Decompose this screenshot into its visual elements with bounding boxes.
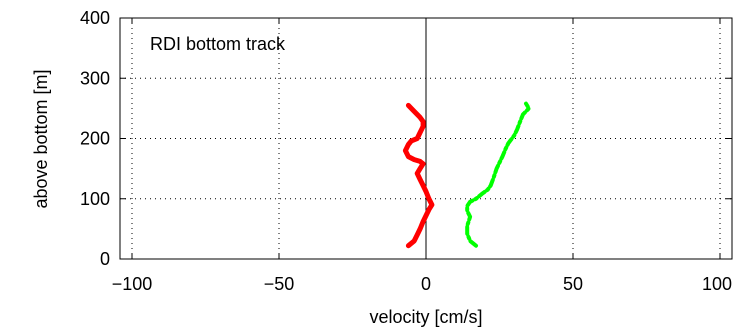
series-0-point <box>415 171 419 175</box>
y-axis-label: above bottom [m] <box>31 69 51 208</box>
series-1-point <box>465 232 469 236</box>
x-tick-label: 100 <box>702 274 732 294</box>
chart-annotation: RDI bottom track <box>150 34 286 54</box>
series-1-point <box>515 127 519 131</box>
series-0-point <box>424 214 428 218</box>
axis-ticks <box>120 17 732 260</box>
series-0-point <box>409 139 413 143</box>
series-1-point <box>468 239 472 243</box>
series-1-point <box>480 192 484 196</box>
series-0-point <box>421 120 425 124</box>
series-1-point <box>518 120 522 124</box>
series-0-point <box>406 155 410 159</box>
series-1-point <box>524 102 528 106</box>
series-0-point <box>418 115 422 119</box>
series-0-point <box>421 183 425 187</box>
series-1-point <box>465 204 469 208</box>
series-0-point <box>418 227 422 231</box>
series-0-point <box>412 239 416 243</box>
series-0-point <box>412 109 416 113</box>
x-tick-label: 50 <box>563 274 583 294</box>
series-0-point <box>430 203 434 207</box>
series-1-point <box>512 133 516 137</box>
x-tick-label: −100 <box>112 274 153 294</box>
y-tick-label: 400 <box>80 8 110 28</box>
series-1-point <box>503 147 507 151</box>
series-0-point <box>421 162 425 166</box>
series-0-point <box>406 244 410 248</box>
series-0-point <box>418 167 422 171</box>
x-tick-label: −50 <box>264 274 295 294</box>
series-0-point <box>418 159 422 163</box>
series-1-point <box>506 141 510 145</box>
series-0-point <box>403 149 407 153</box>
series-layer <box>402 101 531 249</box>
series-0-point <box>406 103 410 107</box>
x-tick-labels: −100 −50 0 50 100 <box>112 274 732 294</box>
y-tick-label: 0 <box>100 249 110 269</box>
series-1-point <box>474 197 478 201</box>
series-0-point <box>421 124 425 128</box>
series-1-point <box>500 155 504 159</box>
y-tick-labels: 0 100 200 300 400 <box>80 8 110 269</box>
y-tick-label: 100 <box>80 189 110 209</box>
x-tick-label: 0 <box>421 274 431 294</box>
series-1-point <box>492 176 496 180</box>
series-0-point <box>418 177 422 181</box>
y-tick-label: 200 <box>80 129 110 149</box>
series-1-point <box>527 106 531 110</box>
series-1-point <box>489 183 493 187</box>
series-0-point <box>412 158 416 162</box>
series-0-point <box>427 208 431 212</box>
x-axis-label: velocity [cm/s] <box>369 307 482 327</box>
series-1-point <box>498 161 501 165</box>
series-1-point <box>465 224 469 228</box>
series-0-point <box>406 143 410 147</box>
y-tick-label: 300 <box>80 68 110 88</box>
series-1-point <box>465 209 469 213</box>
series-0-point <box>427 197 431 201</box>
series-0-point <box>415 233 419 237</box>
series-0-point <box>418 130 422 134</box>
series-1-point <box>468 215 472 219</box>
series-1-point <box>495 167 499 171</box>
series-1-point <box>486 188 490 192</box>
series-1-point <box>468 200 472 204</box>
series-1-point <box>474 244 478 248</box>
series-0-point <box>421 220 425 224</box>
series-1-point <box>521 112 525 116</box>
series-line-0 <box>402 102 435 249</box>
series-0-point <box>415 137 419 140</box>
series-0-point <box>424 190 428 194</box>
